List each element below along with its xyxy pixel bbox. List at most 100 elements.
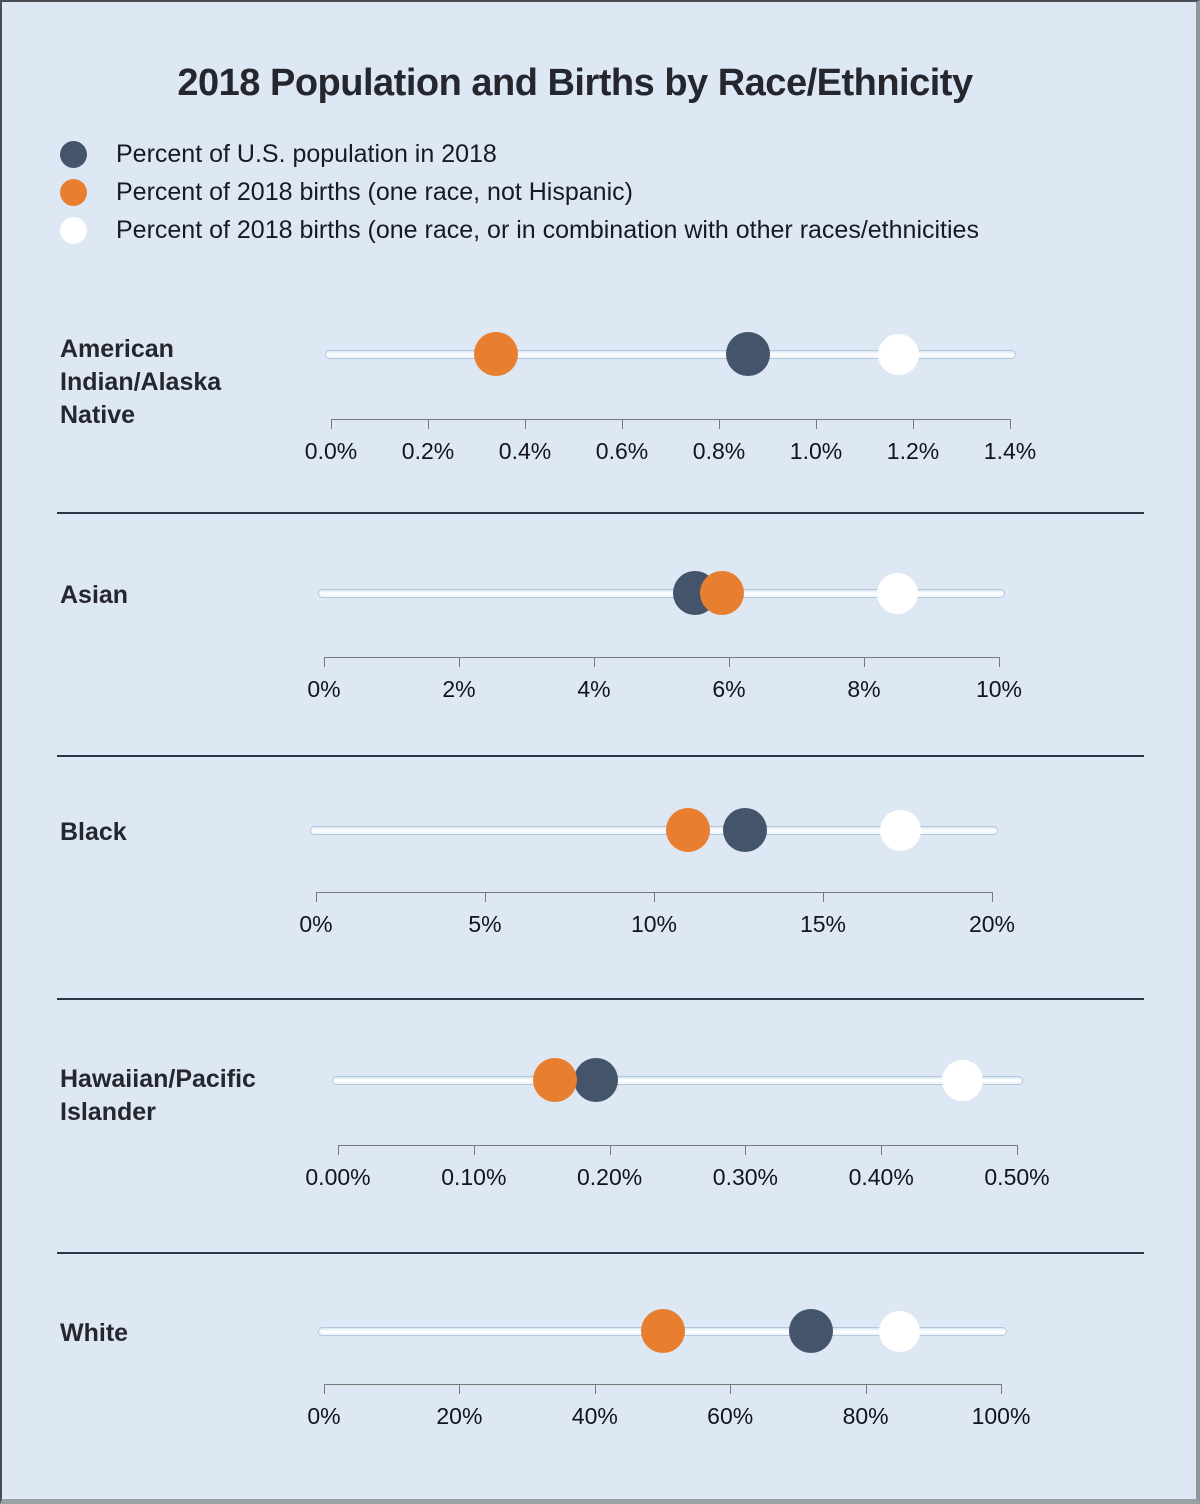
row-label-black: Black: [60, 818, 127, 846]
legend-item-births-single-race: Percent of 2018 births (one race, not Hi…: [60, 177, 633, 207]
row-divider: [57, 998, 1144, 1000]
row-label-white: White: [60, 1319, 129, 1347]
x-axis-tick: [823, 892, 824, 902]
x-axis-tick: [473, 1145, 475, 1155]
x-axis-tick: [525, 419, 526, 429]
x-axis-tick: [745, 1145, 747, 1155]
x-axis-tick-label: 100%: [971, 1403, 1031, 1429]
x-axis-tick-label: 0.4%: [498, 438, 552, 464]
x-axis-tick-label: 1.0%: [789, 438, 843, 464]
row-track: [310, 825, 998, 835]
dot-births-single-race: [533, 1058, 578, 1102]
x-axis-tick: [1017, 1145, 1018, 1155]
x-axis-tick-label: 0.6%: [595, 438, 649, 464]
x-axis-tick: [913, 419, 914, 429]
x-axis-tick-label: 60%: [707, 1403, 754, 1429]
births-combination-dot-icon: [60, 216, 87, 244]
dot-births-single-race: [640, 1309, 685, 1353]
x-axis-tick-label: 6%: [712, 676, 746, 702]
x-axis-tick-label: 0.00%: [305, 1164, 371, 1190]
legend-label: Percent of 2018 births (one race, not Hi…: [116, 177, 633, 206]
x-axis-tick-label: 8%: [847, 676, 881, 702]
x-axis-tick-label: 0%: [299, 911, 333, 937]
legend-label: Percent of 2018 births (one race, or in …: [116, 215, 979, 244]
x-axis-tick-label: 0.30%: [712, 1164, 778, 1190]
x-axis-tick-label: 0%: [307, 676, 341, 702]
x-axis-tick-label: 10%: [975, 676, 1023, 702]
dot-births-combination: [877, 333, 919, 375]
x-axis-tick-label: 4%: [577, 676, 611, 702]
x-axis-tick: [881, 1145, 883, 1155]
row-divider: [57, 755, 1144, 757]
x-axis-tick: [992, 892, 993, 902]
row-track: [318, 588, 1005, 598]
x-axis-tick: [459, 1384, 461, 1394]
x-axis-tick: [1001, 1384, 1002, 1394]
x-axis-tick: [594, 1384, 596, 1394]
dot-births-combination: [877, 572, 919, 614]
x-axis-tick-label: 80%: [842, 1403, 889, 1429]
x-axis-tick: [338, 1145, 339, 1155]
x-axis-tick: [324, 1384, 325, 1394]
row-divider: [57, 1252, 1144, 1254]
x-axis-tick-label: 10%: [630, 911, 678, 937]
dot-births-combination: [878, 1310, 920, 1352]
x-axis-tick: [999, 657, 1000, 667]
x-axis-tick-label: 5%: [468, 911, 502, 937]
x-axis-line: [331, 419, 1010, 420]
x-axis-tick-label: 0.0%: [304, 438, 358, 464]
x-axis-tick-label: 0.10%: [441, 1164, 507, 1190]
x-axis-tick: [594, 657, 595, 667]
row-track: [332, 1075, 1023, 1085]
x-axis-tick: [324, 657, 325, 667]
x-axis-tick: [331, 419, 332, 429]
x-axis-tick-label: 0.50%: [984, 1164, 1050, 1190]
x-axis-line: [338, 1145, 1017, 1146]
dot-births-combination: [880, 809, 922, 851]
row-label-american-indian-alaska-native: American Indian/Alaska Native: [60, 335, 222, 429]
x-axis-tick: [485, 892, 486, 902]
legend-item-population: Percent of U.S. population in 2018: [60, 139, 497, 169]
x-axis-tick-label: 1.2%: [886, 438, 940, 464]
dot-population: [723, 808, 768, 852]
row-label-hawaiian-pacific-islander: Hawaiian/Pacific Islander: [60, 1065, 256, 1126]
x-axis-tick-label: 0.8%: [692, 438, 746, 464]
dot-births-combination: [942, 1059, 984, 1101]
row-divider: [57, 512, 1144, 514]
population-dot-icon: [60, 140, 87, 168]
x-axis-tick: [729, 657, 730, 667]
x-axis-tick: [1010, 419, 1011, 429]
x-axis-tick: [865, 1384, 867, 1394]
x-axis-tick: [730, 1384, 732, 1394]
x-axis-line: [324, 657, 999, 658]
x-axis-tick-label: 0%: [307, 1403, 341, 1429]
births-single-race-dot-icon: [60, 178, 87, 206]
legend-label: Percent of U.S. population in 2018: [116, 139, 497, 168]
row-track: [325, 349, 1016, 359]
x-axis-tick: [622, 419, 623, 429]
x-axis-line: [324, 1384, 1001, 1385]
x-axis-tick: [316, 892, 317, 902]
x-axis-tick-label: 2%: [442, 676, 476, 702]
x-axis-tick: [428, 419, 429, 429]
x-axis-tick-label: 0.40%: [848, 1164, 914, 1190]
x-axis-tick-label: 20%: [968, 911, 1016, 937]
x-axis-tick: [654, 892, 655, 902]
dot-births-single-race: [700, 571, 745, 615]
x-axis-tick: [719, 419, 720, 429]
x-axis-tick: [864, 657, 865, 667]
chart-title: 2018 Population and Births by Race/Ethni…: [177, 62, 973, 104]
dot-births-single-race: [665, 808, 710, 852]
dot-births-single-race: [473, 332, 518, 376]
x-axis-tick: [816, 419, 817, 429]
dot-population: [574, 1058, 619, 1102]
row-label-asian: Asian: [60, 581, 129, 609]
legend-item-births-combination: Percent of 2018 births (one race, or in …: [60, 215, 979, 245]
x-axis-tick-label: 15%: [799, 911, 847, 937]
x-axis-tick: [609, 1145, 611, 1155]
x-axis-tick: [459, 657, 460, 667]
dot-population: [726, 332, 771, 376]
x-axis-tick-label: 1.4%: [983, 438, 1037, 464]
x-axis-tick-label: 20%: [436, 1403, 483, 1429]
